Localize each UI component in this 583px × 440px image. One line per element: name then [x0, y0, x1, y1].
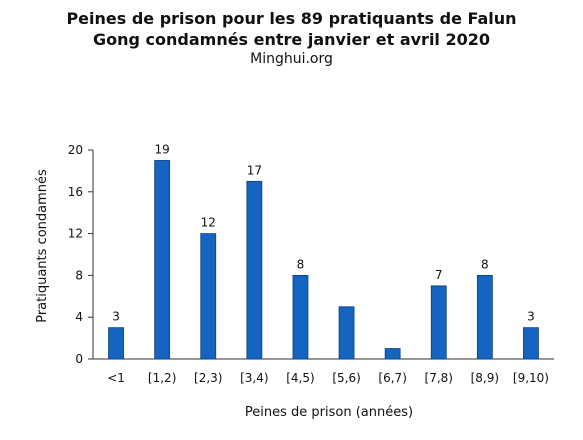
- data-label: 17: [247, 163, 262, 177]
- data-label: 8: [297, 257, 305, 271]
- bar: [154, 160, 171, 360]
- bar: [523, 327, 539, 360]
- bar: [246, 180, 263, 360]
- y-tick-label: 4: [75, 310, 83, 324]
- y-tick-label: 8: [75, 268, 83, 282]
- x-tick-label: [7,8): [425, 371, 453, 385]
- data-label: 3: [112, 310, 120, 324]
- x-tick-label: [2,3): [194, 371, 222, 385]
- data-label: 7: [435, 268, 443, 282]
- data-labels: 3 19 12 17 8 7 8 3: [112, 142, 535, 323]
- data-label: 3: [527, 310, 535, 324]
- data-label: 19: [155, 142, 170, 156]
- y-axis-label: Pratiquants condamnés: [35, 169, 50, 323]
- data-label: 12: [201, 216, 216, 230]
- bar: [430, 285, 447, 360]
- x-tick-label: [5,6): [332, 371, 360, 385]
- x-tick-label: [4,5): [286, 371, 314, 385]
- x-tick-label: [8,9): [471, 371, 499, 385]
- x-tick-label: [3,4): [240, 371, 268, 385]
- chart-title-line-1: Peines de prison pour les 89 pratiquants…: [66, 9, 517, 28]
- chart-title: Peines de prison pour les 89 pratiquants…: [0, 8, 583, 50]
- bar: [476, 274, 493, 360]
- y-tick-label: 12: [68, 227, 83, 241]
- y-tick-label: 16: [68, 185, 83, 199]
- x-axis-label: Peines de prison (années): [245, 405, 413, 420]
- bar: [338, 306, 355, 360]
- data-label: 8: [481, 257, 489, 271]
- bar: [200, 233, 217, 360]
- bar: [292, 274, 309, 360]
- y-tick-label: 0: [75, 352, 83, 366]
- chart-title-line-2: Gong condamnés entre janvier et avril 20…: [92, 30, 491, 49]
- x-tick-label: <1: [107, 371, 125, 385]
- y-tick-label: 20: [68, 143, 83, 157]
- bar: [108, 327, 124, 360]
- x-tick-label: [6,7): [378, 371, 406, 385]
- bars: [108, 160, 539, 360]
- x-tick-label: [9,10): [513, 371, 549, 385]
- axes: 0 4 8 12 16 20 <1 [1,2) [2,3) [3,4) [4,5) [5,6) [6,7…: [68, 143, 554, 385]
- chart-subtitle: Minghui.org: [250, 51, 333, 67]
- bar: [384, 348, 401, 360]
- x-tick-label: [1,2): [148, 371, 176, 385]
